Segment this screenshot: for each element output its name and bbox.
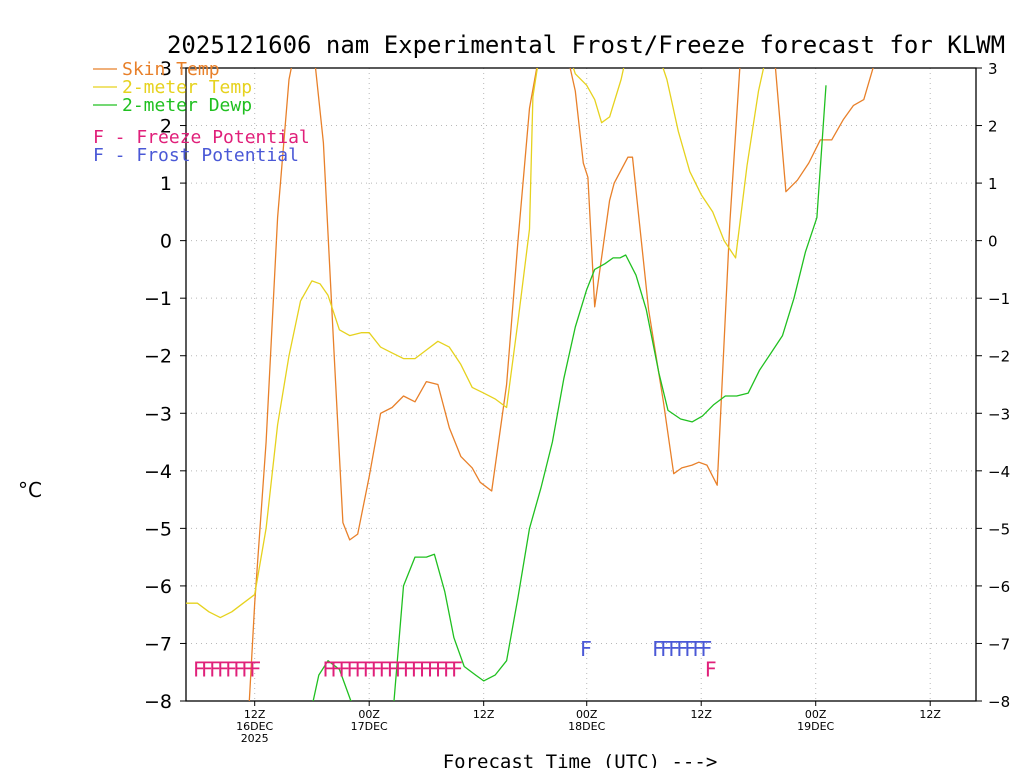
y-tick-label: −4 [144, 461, 172, 483]
y-tick-label: 0 [160, 231, 172, 253]
y-tick-label-right: −8 [988, 693, 1010, 711]
y-tick-label: −5 [144, 518, 172, 540]
x-tick-label: 00Z [358, 708, 380, 721]
series-2-meter-temp-line [186, 68, 765, 619]
x-tick-label: 17DEC [351, 720, 388, 733]
freeze-potential-flag: FFFFFFFFFFFFFFFFF [322, 657, 462, 681]
x-tick-label: 00Z [805, 708, 827, 721]
potential-legend-entry: F - Frost Potential [93, 145, 299, 166]
y-tick-label: 3 [160, 58, 172, 80]
frost-potential-flag: FFFFFFF [652, 637, 711, 661]
y-tick-label: 1 [160, 173, 172, 195]
grid [186, 68, 976, 701]
y-tick-label: −7 [144, 633, 172, 655]
y-tick-label: −1 [144, 288, 172, 310]
y-tick-label-right: −6 [988, 578, 1010, 596]
legend-label: Skin Temp [122, 59, 220, 80]
frost-potential-flag: F [580, 637, 591, 661]
y-tick-label-right: −7 [988, 635, 1010, 653]
legend-label: 2-meter Temp [122, 77, 252, 98]
x-axis-label: Forecast Time (UTC) ---> [443, 751, 718, 768]
x-tick-label: 12Z [473, 708, 495, 721]
potential-flags: FFFFFFFF FFFFFFFFFFFFFFFFF FF FFFFFFF [193, 637, 720, 681]
y-tick-label: −2 [144, 346, 172, 368]
chart-title: 2025121606 nam Experimental Frost/Freeze… [167, 31, 1005, 59]
potential-legend-entry: F - Freeze Potential [93, 127, 310, 148]
y-axis-right: −8 −7 −6 −5 −4 −3 −2 −1 0 1 2 3 [976, 60, 1010, 711]
y-axis-label: °C [18, 478, 42, 502]
x-tick-label: 2025 [241, 732, 269, 745]
legend-label: 2-meter Dewp [122, 95, 252, 116]
series-2-meter-dewp-line [312, 85, 827, 701]
potential-legend-text: - Freeze Potential [104, 127, 310, 148]
x-tick-label: 18DEC [568, 720, 605, 733]
y-tick-label-right: 3 [988, 60, 998, 78]
y-tick-label: −8 [144, 691, 172, 713]
x-tick-label: 16DEC [236, 720, 273, 733]
x-tick-label: 00Z [576, 708, 598, 721]
plot-frame [185, 67, 977, 702]
y-axis-left: −8 −7 −6 −5 −4 −3 −2 −1 0 1 2 3 [144, 58, 186, 713]
y-tick-label-right: −3 [988, 405, 1010, 423]
y-tick-label: −3 [144, 403, 172, 425]
y-tick-label-right: −1 [988, 290, 1010, 308]
freeze-potential-flag: FFFFFFFF [193, 657, 260, 681]
y-tick-label-right: 0 [988, 233, 998, 251]
potential-legend-text: - Frost Potential [104, 145, 299, 166]
series-skin-temp-line [248, 68, 874, 701]
plot-area [185, 67, 977, 702]
y-tick-label-right: 1 [988, 175, 998, 193]
potential-legend-symbol: F [93, 127, 104, 148]
series-lines [186, 68, 874, 701]
y-tick-label: 2 [160, 116, 172, 138]
x-tick-label: 12Z [919, 708, 941, 721]
potential-legend-symbol: F [93, 145, 104, 166]
x-tick-label: 12Z [244, 708, 266, 721]
y-tick-label-right: −5 [988, 520, 1010, 538]
y-tick-label-right: 2 [988, 118, 998, 136]
x-tick-label: 12Z [690, 708, 712, 721]
y-tick-label-right: −4 [988, 463, 1010, 481]
y-tick-label: −6 [144, 576, 172, 598]
y-tick-label-right: −2 [988, 348, 1010, 366]
x-tick-label: 19DEC [797, 720, 834, 733]
